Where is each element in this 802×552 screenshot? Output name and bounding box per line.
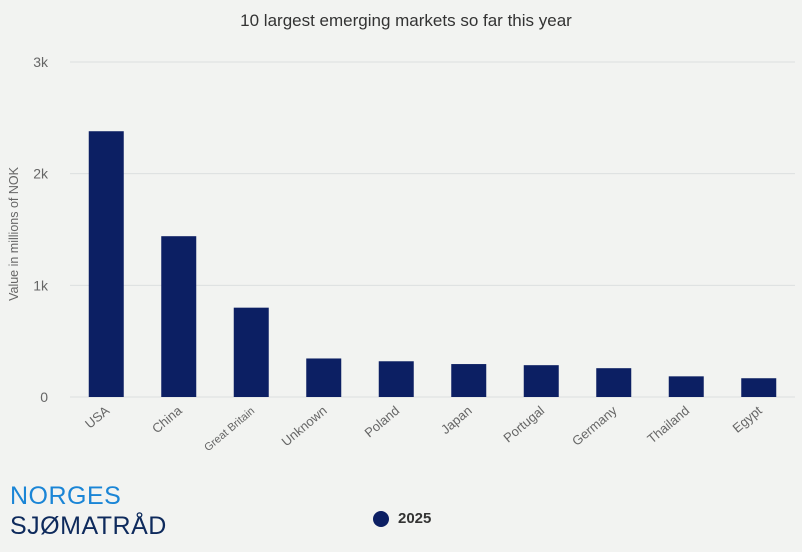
legend-label: 2025: [398, 510, 432, 527]
bar-unknown[interactable]: [306, 358, 342, 397]
bar-great-britain[interactable]: [233, 307, 269, 397]
logo-line-1: NORGES: [10, 482, 122, 510]
x-tick-label: Portugal: [500, 403, 547, 446]
x-tick-label: Egypt: [730, 403, 765, 436]
bar-usa[interactable]: [88, 131, 124, 397]
x-tick-label: Japan: [438, 403, 475, 437]
bar-egypt[interactable]: [741, 378, 777, 397]
bar-china[interactable]: [161, 236, 197, 397]
bar-germany[interactable]: [596, 368, 632, 397]
y-axis-label: Value in millions of NOK: [7, 166, 21, 301]
legend[interactable]: 2025: [373, 510, 431, 527]
bars: [88, 131, 777, 397]
x-tick-label: Great Britain: [202, 405, 257, 454]
y-axis-ticks: 0 1k 2k 3k: [33, 54, 49, 405]
x-tick-label: Germany: [569, 402, 620, 448]
y-tick-label: 3k: [33, 54, 49, 70]
chart-title: 10 largest emerging markets so far this …: [240, 11, 572, 30]
y-tick-label: 2k: [33, 166, 49, 182]
legend-marker: [373, 510, 389, 527]
y-tick-label: 1k: [33, 277, 49, 293]
norges-sjomatrad-logo: NORGES SJØMATRÅD: [10, 484, 167, 539]
x-tick-label: Thailand: [644, 403, 692, 447]
y-tick-label: 0: [40, 389, 48, 405]
bar-portugal[interactable]: [523, 365, 559, 397]
x-axis-ticks: USA China Great Britain Unknown Poland Japan P…: [82, 402, 765, 454]
logo-line-2: SJØMATRÅD: [10, 512, 167, 540]
bar-japan[interactable]: [451, 364, 487, 397]
bar-thailand[interactable]: [668, 376, 704, 397]
x-tick-label: Unknown: [279, 403, 330, 449]
x-tick-label: Poland: [362, 403, 403, 441]
x-tick-label: China: [149, 402, 185, 436]
x-tick-label: USA: [82, 403, 112, 432]
bar-poland[interactable]: [378, 361, 414, 397]
